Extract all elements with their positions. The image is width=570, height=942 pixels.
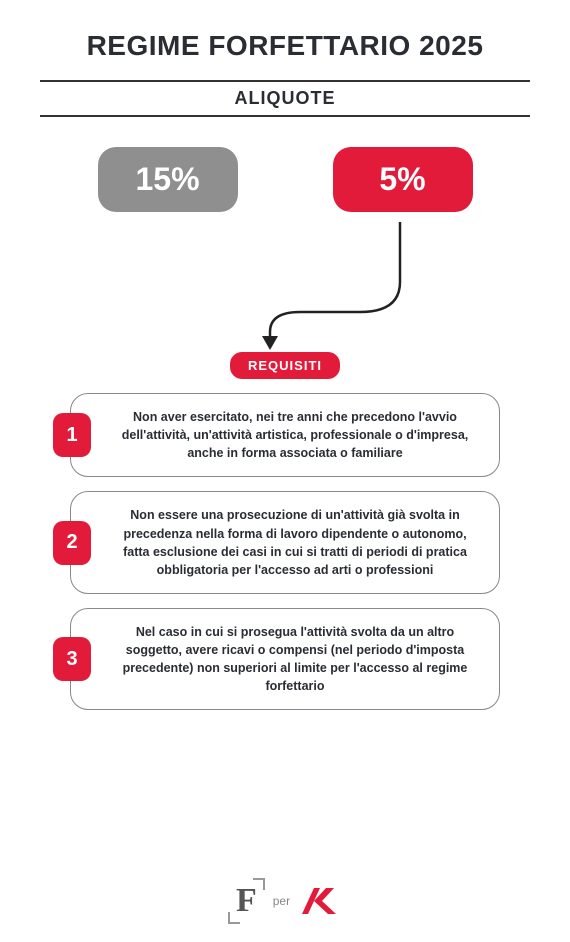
requirement-3-number: 3 [53, 637, 91, 681]
rate-pill-5: 5% [333, 147, 473, 212]
requirement-1: 1 Non aver esercitato, nei tre anni che … [70, 393, 500, 477]
subtitle-container: ALIQUOTE [40, 80, 530, 117]
rate-pill-15: 15% [98, 147, 238, 212]
arrow-head [262, 336, 278, 350]
logo-k-icon [300, 886, 340, 916]
requirement-1-number: 1 [53, 413, 91, 457]
requisiti-badge: REQUISITI [230, 352, 340, 379]
subtitle: ALIQUOTE [40, 88, 530, 109]
requirements-list: 1 Non aver esercitato, nei tre anni che … [40, 393, 530, 710]
arrow-svg [40, 222, 530, 352]
requirement-1-text: Non aver esercitato, nei tre anni che pr… [111, 408, 479, 462]
requirement-3: 3 Nel caso in cui si prosegua l'attività… [70, 608, 500, 711]
requirement-2-number: 2 [53, 521, 91, 565]
page-title: REGIME FORFETTARIO 2025 [40, 30, 530, 62]
arrow-path [270, 222, 400, 340]
logo-f-icon: F [230, 882, 263, 920]
rate-pills-row: 15% 5% [40, 147, 530, 212]
arrow-connector [40, 222, 530, 352]
footer: F per [0, 882, 570, 920]
footer-per-text: per [273, 894, 290, 908]
requirement-2-text: Non essere una prosecuzione di un'attivi… [111, 506, 479, 579]
requirement-3-text: Nel caso in cui si prosegua l'attività s… [111, 623, 479, 696]
requirement-2: 2 Non essere una prosecuzione di un'atti… [70, 491, 500, 594]
